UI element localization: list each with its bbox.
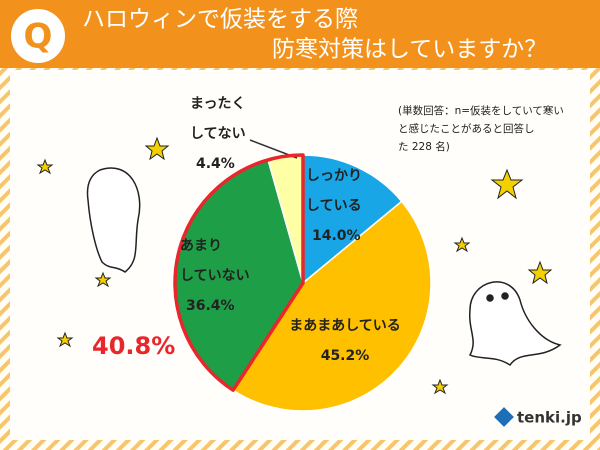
badge: Q <box>24 17 53 57</box>
note: (単数回答：n=仮装をしていて寒いと感じたことがあると回答した 228 名) <box>398 104 564 153</box>
value-label: 36.4% <box>186 298 235 314</box>
highlight-outline <box>173 153 305 392</box>
pie-slice <box>302 154 403 285</box>
annotation: 40.8% <box>92 332 175 360</box>
slice-label: しっかりしている <box>306 168 362 214</box>
slice-label: まったくしてない <box>190 96 246 142</box>
value-label: 14.0% <box>312 228 361 244</box>
slice-label: あまりしていない <box>180 238 250 284</box>
logo-icon <box>494 407 514 427</box>
logo: tenki.jp <box>517 409 582 427</box>
decorations <box>36 136 553 395</box>
pie-slice <box>232 200 432 412</box>
ghosts <box>86 167 562 367</box>
header <box>0 0 600 68</box>
slice-label: まあまあしている <box>289 318 401 334</box>
badge-circle <box>11 9 65 63</box>
value-label: 4.4% <box>196 156 235 172</box>
title-line: ハロウィンで仮装をする際 <box>82 7 358 33</box>
value-label: 45.2% <box>321 348 370 364</box>
title-line: 防寒対策はしていますか？ <box>272 37 547 63</box>
